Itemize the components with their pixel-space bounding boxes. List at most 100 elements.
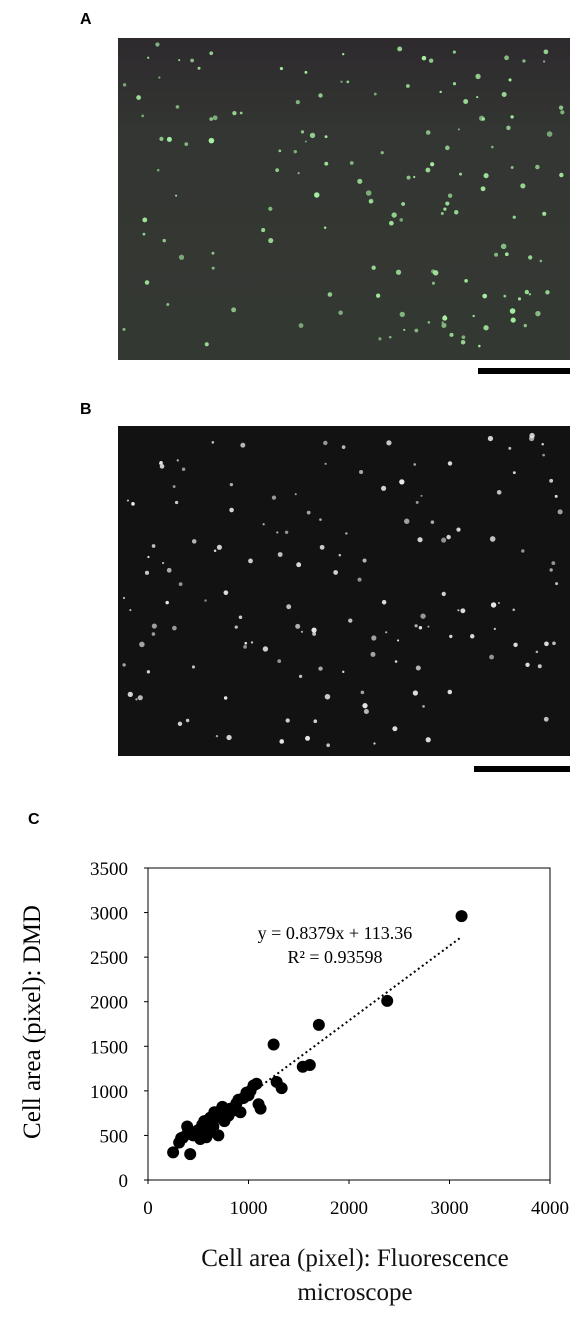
cell-spot: [172, 485, 176, 488]
cell-spot: [181, 467, 186, 471]
cell-spot: [159, 460, 163, 465]
cell-spot: [131, 502, 135, 506]
cell-spot: [229, 507, 234, 513]
cell-spot: [211, 266, 215, 270]
cell-spot: [544, 641, 549, 647]
cell-spot: [412, 690, 419, 696]
y-tick-label: 1000: [90, 1082, 128, 1103]
cell-spot: [425, 167, 431, 173]
cell-spot: [370, 651, 376, 657]
cell-spot: [535, 164, 540, 170]
panel-label: C: [28, 811, 40, 828]
cell-spot: [136, 95, 141, 100]
cell-spot: [414, 328, 419, 333]
cell-spot: [312, 632, 317, 636]
cell-spot: [459, 172, 462, 176]
cell-spot: [441, 591, 446, 597]
cell-spot: [513, 642, 518, 648]
cell-spot: [275, 168, 280, 173]
cell-spot: [405, 84, 410, 88]
cell-spot: [155, 42, 160, 47]
cell-spot: [158, 76, 161, 79]
cell-spot: [211, 441, 215, 444]
cell-spot: [528, 255, 533, 260]
cell-spot: [159, 464, 165, 469]
cell-spot: [399, 218, 404, 222]
cell-spot: [537, 664, 542, 669]
cell-spot: [324, 161, 329, 166]
cell-spot: [520, 183, 526, 189]
cell-spot: [512, 608, 516, 612]
cell-spot: [231, 307, 237, 313]
cell-spot: [234, 625, 238, 629]
cell-spot: [375, 293, 381, 298]
cell-spot: [213, 549, 217, 552]
cell-spot: [300, 130, 305, 134]
cell-spot: [223, 696, 228, 700]
cell-spot: [399, 311, 405, 318]
x-tick-label: 4000: [531, 1198, 569, 1219]
cell-spot: [191, 539, 197, 544]
cell-spot: [479, 115, 485, 121]
cell-spot: [381, 600, 387, 605]
cell-spot: [184, 142, 189, 147]
y-tick-label: 500: [100, 1126, 129, 1147]
cell-spot: [406, 175, 411, 180]
cell-spot: [445, 145, 450, 151]
cell-spot: [141, 114, 145, 118]
cell-spot: [542, 453, 545, 457]
x-tick-label: 0: [143, 1198, 153, 1219]
cell-spot: [497, 601, 500, 605]
cell-spot: [172, 625, 177, 631]
cell-spot: [449, 634, 453, 639]
cell-spot: [268, 206, 273, 211]
cell-spot: [304, 140, 307, 143]
cell-spot: [309, 132, 316, 139]
point: [455, 910, 468, 923]
cell-spot: [135, 698, 138, 701]
cell-spot: [452, 82, 457, 86]
cell-spot: [232, 111, 237, 116]
cell-spot: [239, 111, 243, 115]
cell-spot: [554, 494, 558, 498]
cell-spot: [244, 641, 248, 645]
cell-spot: [457, 128, 460, 131]
cell-spot: [403, 328, 406, 331]
cell-spot: [243, 645, 247, 649]
cell-spot: [431, 281, 435, 285]
cell-spot: [496, 490, 502, 495]
cell-spot: [427, 321, 431, 324]
cell-spot: [430, 520, 435, 524]
cell-spot: [279, 739, 285, 744]
cell-spot: [380, 151, 384, 155]
cell-spot: [418, 626, 423, 630]
y-tick-label: 1500: [90, 1037, 128, 1058]
cell-spot: [388, 335, 392, 339]
cell-spot: [414, 624, 418, 628]
cell-spot: [425, 737, 431, 743]
cell-spot: [447, 193, 453, 198]
cell-spot: [420, 613, 426, 619]
cell-spot: [357, 178, 363, 184]
cell-spot: [209, 117, 213, 121]
cell-spot: [341, 445, 346, 449]
cell-spot: [296, 562, 302, 568]
cell-spot: [363, 708, 369, 715]
cell-spot: [248, 558, 253, 564]
cell-spot: [457, 609, 460, 612]
cell-spot: [475, 73, 481, 80]
scale-bar: [478, 368, 570, 374]
cell-spot: [371, 635, 377, 641]
cell-spot: [346, 80, 350, 84]
cell-spot: [461, 335, 466, 340]
point: [312, 1018, 325, 1031]
y-tick-label: 2500: [90, 948, 128, 969]
point: [275, 1082, 288, 1095]
cell-spot: [500, 243, 507, 250]
panel-label: B: [80, 401, 92, 418]
cell-spot: [549, 568, 553, 572]
cell-spot: [204, 599, 207, 602]
r-squared: R² = 0.93598: [287, 947, 382, 967]
cell-spot: [126, 499, 130, 502]
